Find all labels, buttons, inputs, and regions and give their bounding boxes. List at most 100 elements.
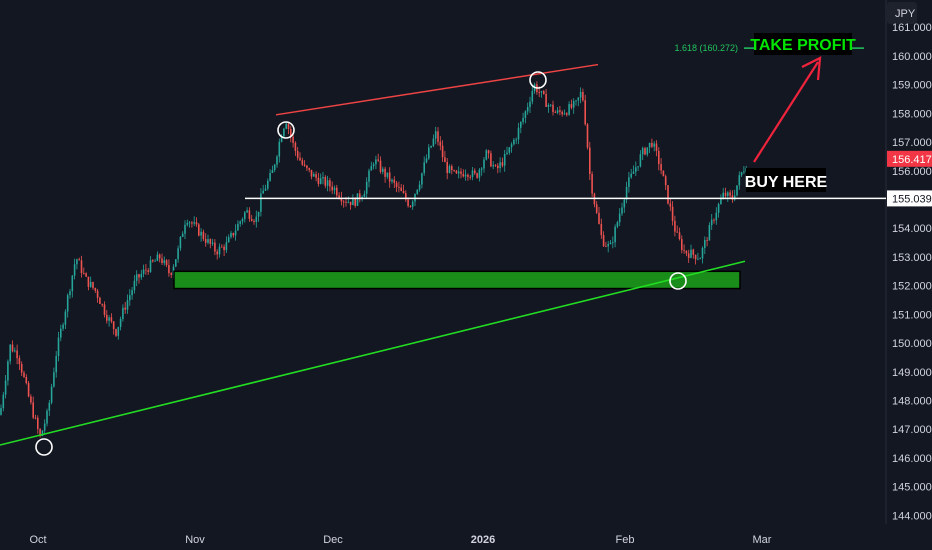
candle-body xyxy=(25,376,28,384)
candle-body xyxy=(308,168,310,170)
candle-body xyxy=(170,273,172,275)
candle-body xyxy=(623,199,626,208)
candle-body xyxy=(347,201,350,203)
price-tick-label: 144.000 xyxy=(892,510,932,522)
candle-body xyxy=(53,372,55,387)
reversal-circle-marker[interactable] xyxy=(277,121,295,139)
candle-body xyxy=(276,156,278,165)
candle-body xyxy=(278,141,281,157)
candle-body xyxy=(400,187,402,191)
support-trendline[interactable] xyxy=(0,260,746,446)
candle-body xyxy=(379,160,382,172)
candle-body xyxy=(667,185,669,204)
candle-body xyxy=(664,176,667,186)
take-profit-label-bg xyxy=(754,33,852,55)
candle-body xyxy=(589,147,591,174)
candle-body xyxy=(257,211,260,217)
candle-body xyxy=(372,164,375,167)
candle-body xyxy=(388,172,391,182)
candle-body xyxy=(595,204,598,213)
candle-body xyxy=(227,237,230,243)
candle-body xyxy=(60,328,62,338)
candle-body xyxy=(628,177,630,187)
candle-body xyxy=(637,166,639,168)
candle-body xyxy=(9,344,11,362)
reversal-circle-marker[interactable] xyxy=(529,71,547,89)
reversal-circle-marker[interactable] xyxy=(669,272,687,290)
candle-body xyxy=(218,246,221,255)
candle-body xyxy=(296,150,299,158)
candle-body xyxy=(142,269,145,274)
candle-body xyxy=(248,210,251,219)
candle-body xyxy=(181,233,184,237)
candle-body xyxy=(416,189,419,194)
target-arrow-line[interactable] xyxy=(753,61,819,163)
candle-body xyxy=(402,190,405,194)
candle-body xyxy=(651,142,653,147)
candle-body xyxy=(685,250,688,254)
candle-body xyxy=(177,248,179,260)
candle-body xyxy=(515,139,517,141)
candle-body xyxy=(568,104,570,115)
candle-body xyxy=(524,111,527,118)
price-tick-label: 156.000 xyxy=(892,166,932,178)
candle-body xyxy=(349,201,352,206)
candle-body xyxy=(315,174,317,178)
candle-body xyxy=(411,201,414,207)
candle-body xyxy=(152,260,154,262)
candle-body xyxy=(421,173,423,185)
candle-body xyxy=(683,250,685,251)
candle-body xyxy=(660,164,662,171)
candle-body xyxy=(202,231,205,239)
candle-body xyxy=(161,258,163,264)
candle-body xyxy=(460,171,462,174)
candle-body xyxy=(154,260,156,262)
support-zone[interactable] xyxy=(173,270,741,290)
candle-body xyxy=(50,386,53,403)
target-arrow-head xyxy=(801,56,822,81)
candle-body xyxy=(96,290,99,298)
price-tick-label: 145.000 xyxy=(892,482,932,494)
candle-body xyxy=(697,258,699,260)
price-tick-label: 151.000 xyxy=(892,309,932,321)
candle-body xyxy=(494,165,497,166)
candle-body xyxy=(398,186,400,188)
candle-body xyxy=(554,112,557,113)
candle-body xyxy=(301,160,304,165)
candle-body xyxy=(138,274,140,278)
candle-body xyxy=(129,295,131,301)
candle-body xyxy=(18,358,21,365)
candle-body xyxy=(239,221,241,224)
candle-body xyxy=(83,273,85,274)
candle-body xyxy=(549,104,552,106)
candle-body xyxy=(464,174,467,177)
candle-body xyxy=(62,324,64,329)
candle-body xyxy=(584,100,586,125)
candle-body xyxy=(260,193,262,212)
candle-body xyxy=(223,246,225,251)
resistance-trendline[interactable] xyxy=(275,63,599,116)
time-axis-ticks: Oct Nov Dec 2026 Feb Mar xyxy=(29,534,771,546)
candle-body xyxy=(32,402,34,418)
candle-body xyxy=(43,423,46,431)
candle-body xyxy=(727,192,729,197)
fib-target-label: 1.618 (160.272) xyxy=(674,43,738,53)
currency-badge[interactable] xyxy=(887,2,917,24)
candle-body xyxy=(669,203,672,207)
candle-body xyxy=(635,167,637,172)
candle-body xyxy=(99,297,101,305)
candle-body xyxy=(345,201,347,203)
candle-body xyxy=(2,394,5,409)
time-tick-label: Mar xyxy=(753,534,772,546)
candle-body xyxy=(616,222,619,227)
candle-body xyxy=(140,273,143,278)
candle-body xyxy=(329,180,331,187)
candle-body xyxy=(513,139,515,145)
candle-body xyxy=(89,281,92,287)
candle-body xyxy=(163,260,166,264)
candle-body xyxy=(566,113,568,115)
candle-body xyxy=(480,168,483,170)
price-axis-panel[interactable] xyxy=(886,0,932,550)
reversal-circle-marker[interactable] xyxy=(35,438,53,456)
